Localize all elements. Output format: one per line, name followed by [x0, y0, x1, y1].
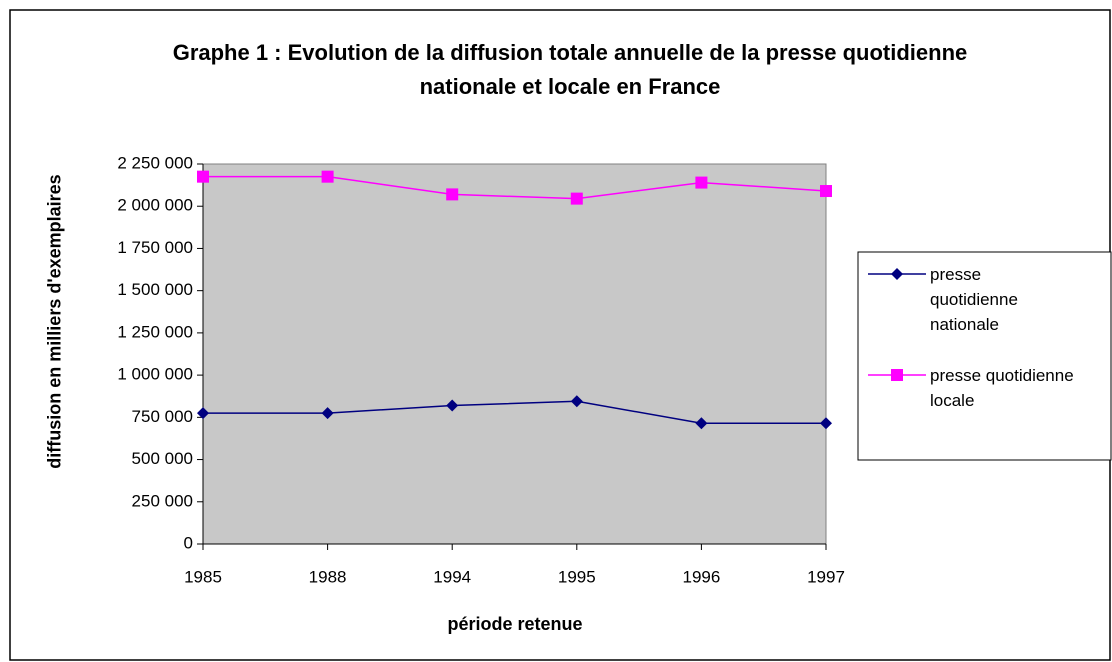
y-tick-label: 750 000 — [132, 407, 193, 426]
y-tick-label: 2 250 000 — [117, 153, 193, 172]
y-tick-label: 1 000 000 — [117, 365, 193, 384]
y-tick-label: 0 — [184, 533, 193, 552]
y-tick-label: 250 000 — [132, 491, 193, 510]
marker — [446, 188, 459, 201]
x-tick-label: 1988 — [309, 567, 347, 586]
x-tick-label: 1994 — [433, 567, 471, 586]
line-series — [203, 400, 826, 424]
x-tick-label: 1985 — [184, 567, 222, 586]
y-tick-label: 500 000 — [132, 449, 193, 468]
y-axis-title: diffusion en milliers d'exemplaires — [44, 174, 65, 469]
x-tick-label: 1997 — [807, 567, 845, 586]
marker — [695, 176, 708, 189]
y-tick-label: 2 000 000 — [117, 196, 193, 215]
plot-area — [202, 163, 827, 545]
marker — [820, 417, 832, 430]
marker — [321, 407, 334, 420]
y-tick-label: 1 500 000 — [117, 280, 193, 299]
marker — [820, 185, 832, 198]
legend-label: presse quotidienne locale — [930, 366, 1074, 410]
x-axis-title: période retenue — [447, 614, 582, 634]
legend-box — [857, 251, 1112, 461]
marker — [891, 268, 903, 280]
marker — [570, 192, 583, 205]
marker — [197, 407, 209, 420]
marker — [321, 170, 334, 183]
y-tick-label: 1 750 000 — [117, 238, 193, 257]
marker — [695, 417, 708, 430]
marker — [446, 399, 459, 412]
y-tick-label: 1 250 000 — [117, 322, 193, 341]
marker — [197, 170, 209, 183]
x-tick-label: 1995 — [558, 567, 596, 586]
marker — [891, 369, 903, 381]
line-series — [203, 175, 827, 200]
marker — [570, 395, 583, 408]
x-tick-label: 1996 — [682, 567, 720, 586]
legend-label: presse quotidienne nationale — [930, 265, 1018, 334]
chart-title: Graphe 1 : Evolution de la diffusion tot… — [172, 40, 968, 99]
